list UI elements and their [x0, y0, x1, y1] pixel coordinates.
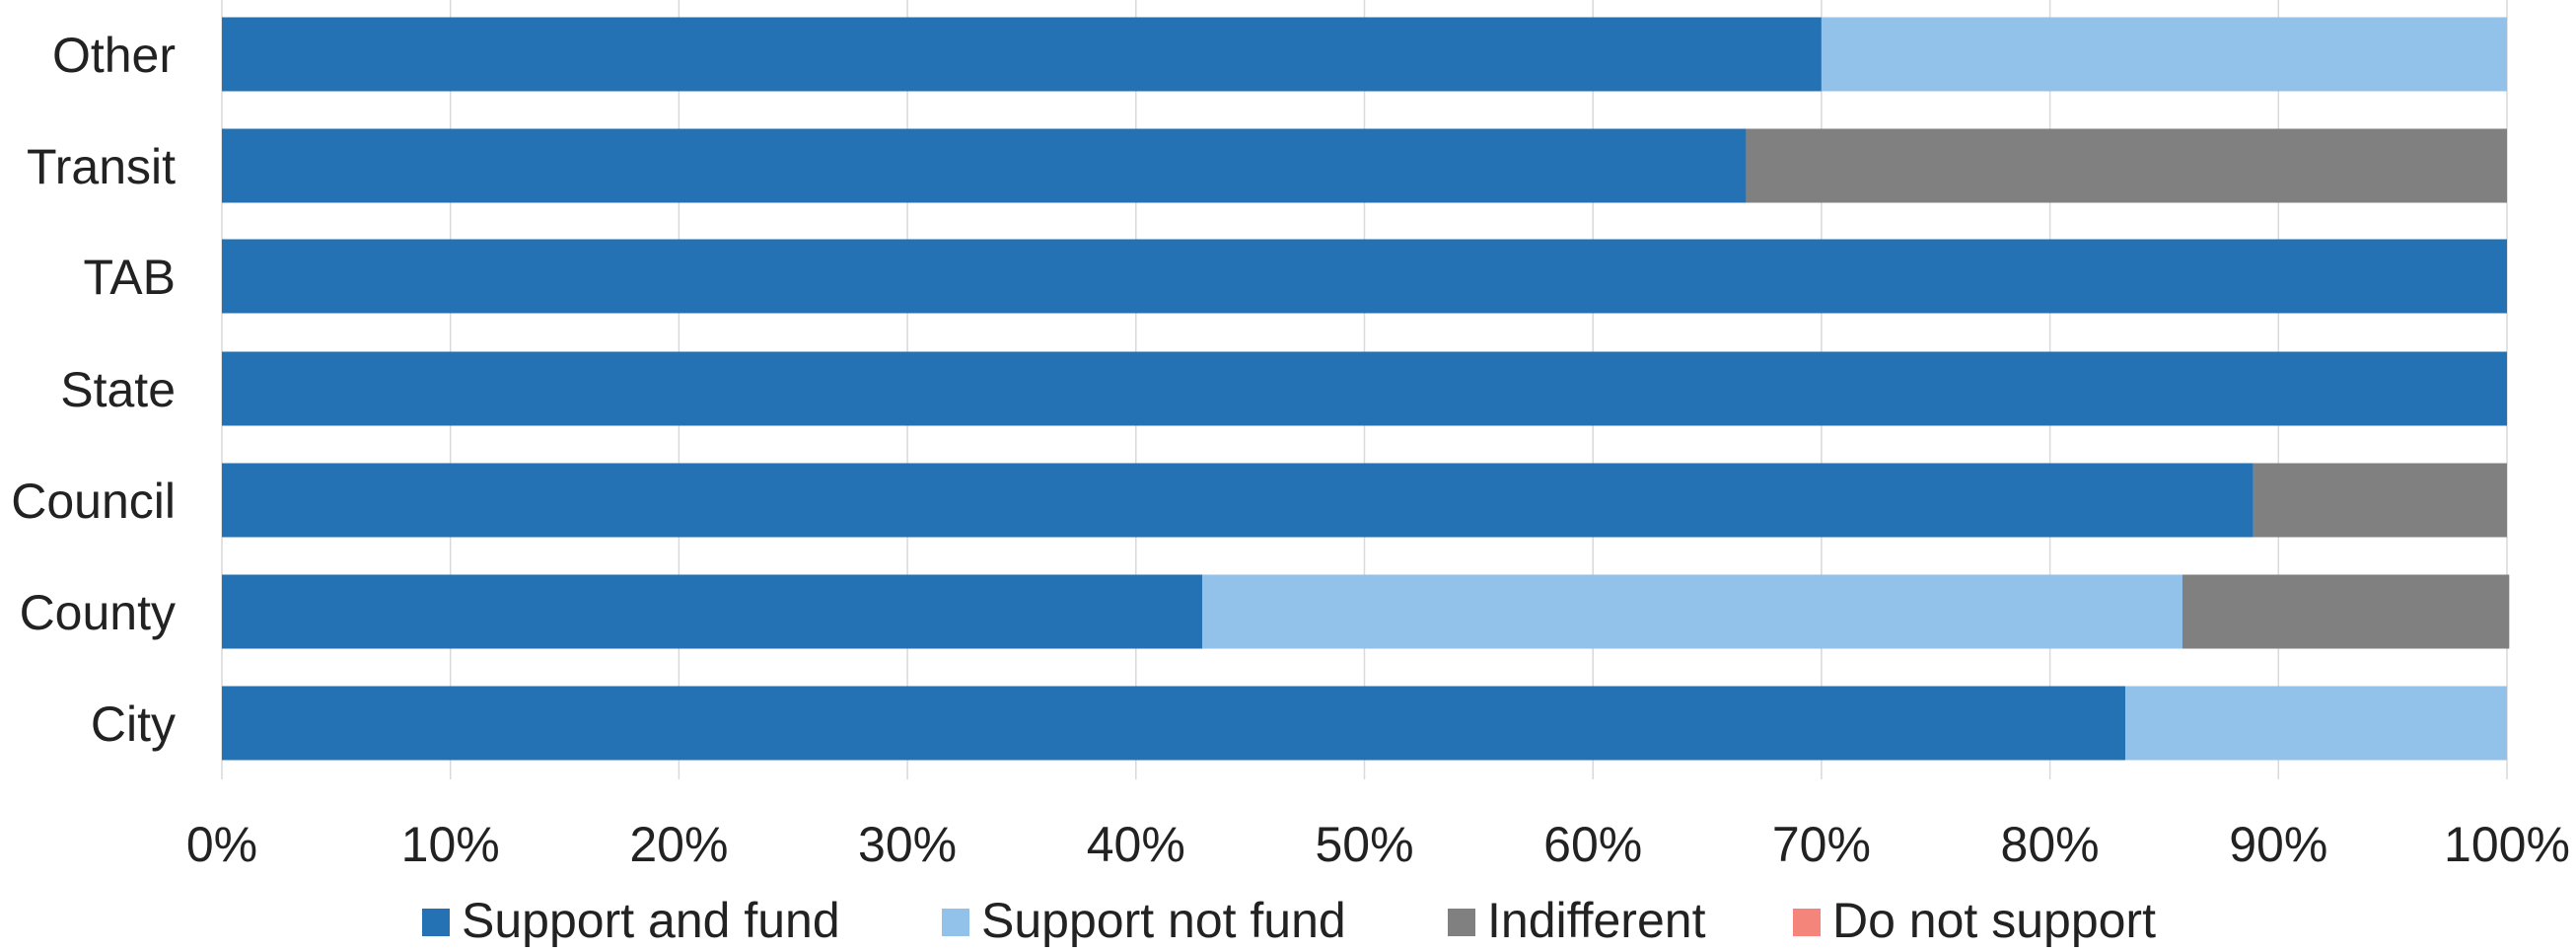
x-tick-label-60: 60% [1543, 817, 1642, 872]
legend-swatch-support-not-fund [942, 909, 969, 936]
legend-label-support-not-fund: Support not fund [981, 893, 1346, 947]
x-tick-label-30: 30% [858, 817, 957, 872]
bar-transit-indifferent [1746, 128, 2507, 203]
bar-transit-support-and-fund [222, 128, 1747, 203]
legend-swatch-indifferent [1448, 909, 1475, 936]
bar-county-support-and-fund [222, 574, 1202, 649]
x-tick-label-100: 100% [2444, 817, 2570, 872]
category-label-tab: TAB [83, 250, 176, 305]
legend: Support and fund Support not fund Indiffer… [422, 893, 2156, 948]
x-tick-label-80: 80% [2001, 817, 2100, 872]
bar-county-indifferent [2182, 574, 2510, 649]
category-label-council: Council [11, 474, 176, 529]
x-tick-label-20: 20% [629, 817, 728, 872]
bar-council-indifferent [2253, 463, 2507, 538]
legend-swatch-do-not-support [1793, 909, 1821, 936]
bar-other-support-not-fund [1821, 17, 2507, 92]
category-labels: City County Council State TAB Transit Other [11, 28, 176, 752]
bar-city-support-and-fund [222, 686, 2126, 761]
legend-label-support-and-fund: Support and fund [462, 893, 840, 947]
legend-swatch-support-and-fund [422, 909, 450, 936]
category-label-transit: Transit [27, 139, 176, 194]
legend-label-do-not-support: Do not support [1832, 893, 2156, 947]
category-label-county: County [20, 585, 176, 640]
bar-other-support-and-fund [222, 17, 1822, 92]
category-label-state: State [60, 362, 176, 417]
category-label-city: City [91, 696, 176, 752]
x-tick-label-0: 0% [186, 817, 257, 872]
x-tick-label-90: 90% [2229, 817, 2327, 872]
bar-state-support-and-fund [222, 351, 2507, 426]
bar-county-support-not-fund [1201, 574, 2182, 649]
bar-city-support-not-fund [2125, 686, 2507, 761]
x-tick-label-70: 70% [1772, 817, 1871, 872]
legend-label-indifferent: Indifferent [1487, 893, 1706, 947]
bars [222, 17, 2510, 761]
x-tick-label-50: 50% [1315, 817, 1413, 872]
bar-tab-support-and-fund [222, 239, 2507, 314]
x-tick-labels: 0% 10% 20% 30% 40% 50% 60% 70% 80% 90% 100% [186, 817, 2570, 872]
category-label-other: Other [52, 28, 176, 83]
x-tick-label-40: 40% [1087, 817, 1185, 872]
x-tick-label-10: 10% [401, 817, 500, 872]
bar-council-support-and-fund [222, 463, 2254, 538]
